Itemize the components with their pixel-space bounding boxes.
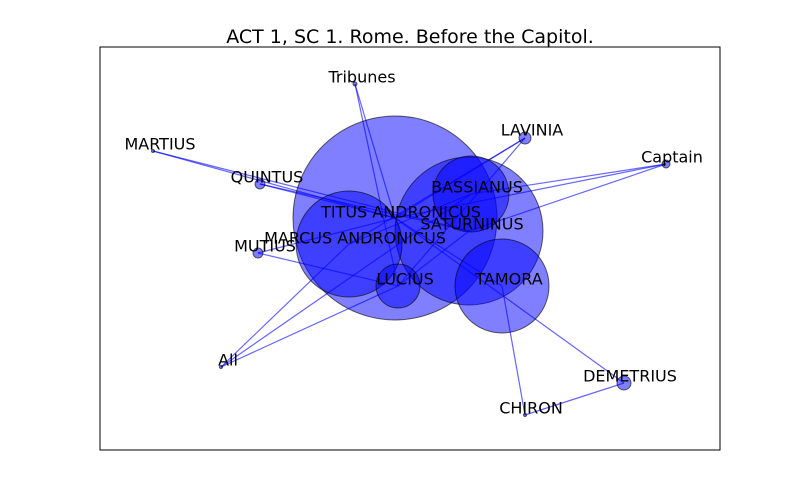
plot-frame: [99, 46, 721, 451]
node-label-tamora: TAMORA: [474, 270, 542, 289]
node-label-tribunes: Tribunes: [327, 68, 395, 87]
node-label-martius: MARTIUS: [124, 135, 195, 154]
node-marcus-andronicus: [295, 190, 403, 298]
node-quintus: [254, 178, 266, 190]
node-label-saturninus: SATURNINUS: [420, 215, 523, 234]
node-label-lavinia: LAVINIA: [501, 121, 564, 140]
node-label-mutius: MUTIUS: [234, 237, 296, 256]
node-label-captain: Captain: [641, 148, 703, 167]
node-martius: [151, 149, 155, 153]
node-label-marcus-andronicus: MARCUS ANDRONICUS: [264, 229, 446, 248]
node-demetrius: [616, 375, 632, 391]
node-tribunes: [352, 81, 358, 87]
node-captain: [661, 159, 671, 169]
node-tamora: [454, 238, 550, 334]
node-label-chiron: CHIRON: [499, 399, 563, 418]
node-chiron: [523, 413, 527, 417]
node-label-titus-andronicus: TITUS ANDRONICUS: [320, 203, 481, 222]
node-label-quintus: QUINTUS: [231, 168, 304, 187]
edge-demetrius-chiron: [524, 382, 625, 416]
node-bassianus: [432, 155, 510, 233]
node-label-bassianus: BASSIANUS: [431, 178, 523, 197]
node-label-demetrius: DEMETRIUS: [583, 367, 677, 386]
chart-title: ACT 1, SC 1. Rome. Before the Capitol.: [226, 26, 594, 48]
node-label-lucius: LUCIUS: [376, 270, 434, 289]
nodes-layer: [151, 81, 671, 417]
node-lavinia: [518, 131, 532, 145]
node-label-all: All: [218, 351, 238, 370]
node-lucius: [375, 263, 421, 309]
node-mutius: [252, 247, 264, 259]
node-all: [219, 365, 223, 369]
